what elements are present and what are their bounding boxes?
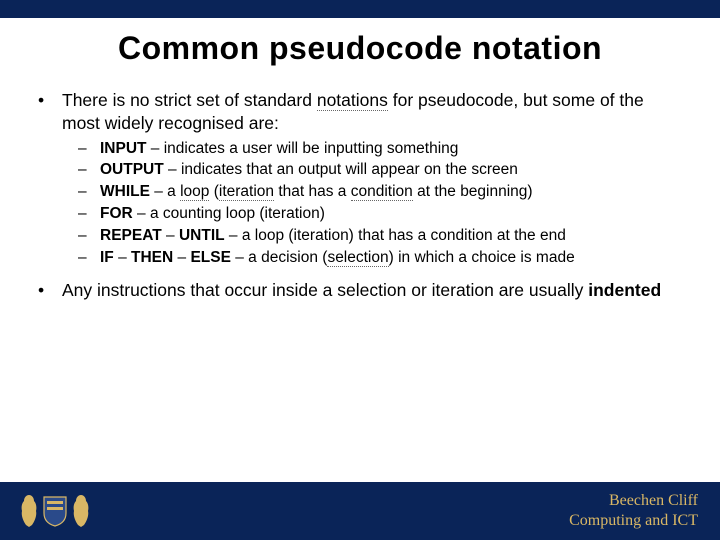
text: – a loop (iteration) that has a conditio… bbox=[225, 227, 566, 244]
bullet-2: • Any instructions that occur inside a s… bbox=[36, 279, 684, 302]
bullet-1-text: There is no strict set of standard notat… bbox=[62, 89, 684, 135]
underlined-term: iteration bbox=[219, 183, 274, 201]
text: ( bbox=[209, 183, 218, 200]
dash-marker: – bbox=[78, 182, 100, 203]
sub-item: – INPUT – indicates a user will be input… bbox=[78, 139, 684, 160]
text: at the beginning) bbox=[413, 183, 533, 200]
text: – indicates a user will be inputting som… bbox=[147, 140, 459, 157]
bullet-marker: • bbox=[36, 279, 62, 302]
text: – a decision ( bbox=[231, 249, 328, 266]
text: ) in which a choice is made bbox=[389, 249, 575, 266]
sub-item: – FOR – a counting loop (iteration) bbox=[78, 204, 684, 225]
keyword: indented bbox=[588, 280, 661, 300]
keyword: ELSE bbox=[190, 249, 230, 266]
keyword: THEN bbox=[131, 249, 173, 266]
text: – bbox=[173, 249, 190, 266]
text: that has a bbox=[274, 183, 351, 200]
sub-list: – INPUT – indicates a user will be input… bbox=[78, 139, 684, 270]
text: There is no strict set of standard bbox=[62, 90, 317, 110]
footer-text: Beechen Cliff Computing and ICT bbox=[569, 491, 698, 531]
text: – a counting loop (iteration) bbox=[133, 205, 325, 222]
lion-left-icon bbox=[18, 493, 40, 529]
underlined-term: loop bbox=[180, 183, 209, 201]
text: – a bbox=[150, 183, 180, 200]
keyword: WHILE bbox=[100, 183, 150, 200]
sub-text: FOR – a counting loop (iteration) bbox=[100, 204, 684, 225]
dash-marker: – bbox=[78, 248, 100, 269]
text: – bbox=[114, 249, 131, 266]
sub-text: OUTPUT – indicates that an output will a… bbox=[100, 160, 684, 181]
dash-marker: – bbox=[78, 226, 100, 247]
lion-right-icon bbox=[70, 493, 92, 529]
sub-text: IF – THEN – ELSE – a decision (selection… bbox=[100, 248, 684, 269]
shield-icon bbox=[42, 495, 68, 527]
keyword: INPUT bbox=[100, 140, 147, 157]
text: – indicates that an output will appear o… bbox=[164, 161, 518, 178]
sub-item: – REPEAT – UNTIL – a loop (iteration) th… bbox=[78, 226, 684, 247]
footer-bar: Beechen Cliff Computing and ICT bbox=[0, 482, 720, 540]
sub-text: INPUT – indicates a user will be inputti… bbox=[100, 139, 684, 160]
text: – bbox=[162, 227, 179, 244]
slide-title: Common pseudocode notation bbox=[36, 30, 684, 67]
sub-item: – WHILE – a loop (iteration that has a c… bbox=[78, 182, 684, 203]
keyword: IF bbox=[100, 249, 114, 266]
keyword: OUTPUT bbox=[100, 161, 164, 178]
sub-item: – IF – THEN – ELSE – a decision (selecti… bbox=[78, 248, 684, 269]
bullet-marker: • bbox=[36, 89, 62, 112]
keyword: UNTIL bbox=[179, 227, 225, 244]
footer-line-2: Computing and ICT bbox=[569, 511, 698, 531]
underlined-term: condition bbox=[351, 183, 413, 201]
sub-item: – OUTPUT – indicates that an output will… bbox=[78, 160, 684, 181]
slide-content: Common pseudocode notation • There is no… bbox=[0, 18, 720, 302]
underlined-term: selection bbox=[327, 249, 388, 267]
bullet-1: • There is no strict set of standard not… bbox=[36, 89, 684, 135]
footer-line-1: Beechen Cliff bbox=[569, 491, 698, 511]
dash-marker: – bbox=[78, 139, 100, 160]
dash-marker: – bbox=[78, 160, 100, 181]
keyword: REPEAT bbox=[100, 227, 162, 244]
text: Any instructions that occur inside a sel… bbox=[62, 280, 588, 300]
keyword: FOR bbox=[100, 205, 133, 222]
sub-text: WHILE – a loop (iteration that has a con… bbox=[100, 182, 684, 203]
top-bar bbox=[0, 0, 720, 18]
underlined-term: notations bbox=[317, 90, 388, 111]
dash-marker: – bbox=[78, 204, 100, 225]
school-crest bbox=[18, 493, 92, 529]
sub-text: REPEAT – UNTIL – a loop (iteration) that… bbox=[100, 226, 684, 247]
bullet-2-text: Any instructions that occur inside a sel… bbox=[62, 279, 684, 302]
